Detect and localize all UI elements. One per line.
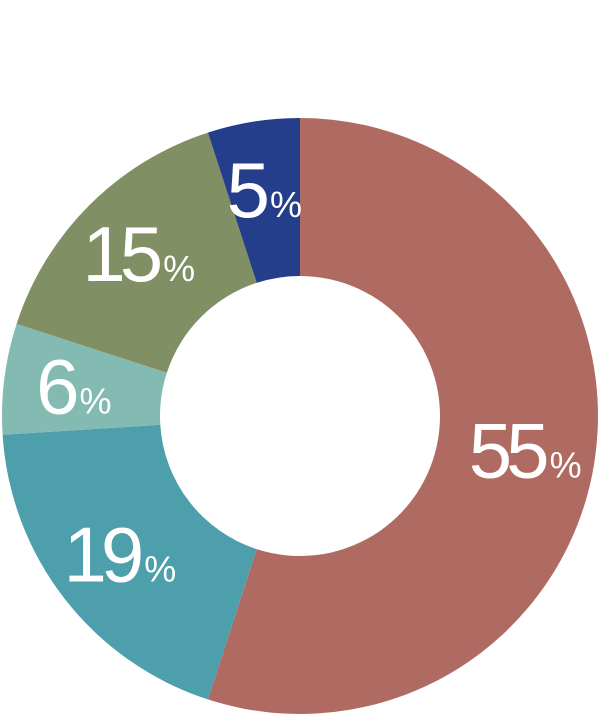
percent-sign: % xyxy=(79,380,111,421)
slice-19 xyxy=(2,424,257,700)
slice-value: 6 xyxy=(36,342,76,430)
slice-value: 15 xyxy=(82,210,160,298)
slice-value: 19 xyxy=(63,511,140,599)
slice-5 xyxy=(207,118,300,283)
percent-sign: % xyxy=(270,184,302,225)
slice-label-15: 15% xyxy=(82,210,195,298)
slice-15 xyxy=(16,132,257,373)
slice-label-19: 19% xyxy=(63,511,176,599)
slice-label-55: 55% xyxy=(469,407,582,495)
slice-6 xyxy=(1,323,167,435)
slice-55 xyxy=(207,118,598,714)
slice-value: 55 xyxy=(469,407,547,495)
percent-sign: % xyxy=(163,248,195,289)
slice-value: 5 xyxy=(227,146,268,234)
percent-sign: % xyxy=(550,445,582,486)
percent-sign: % xyxy=(144,549,176,590)
